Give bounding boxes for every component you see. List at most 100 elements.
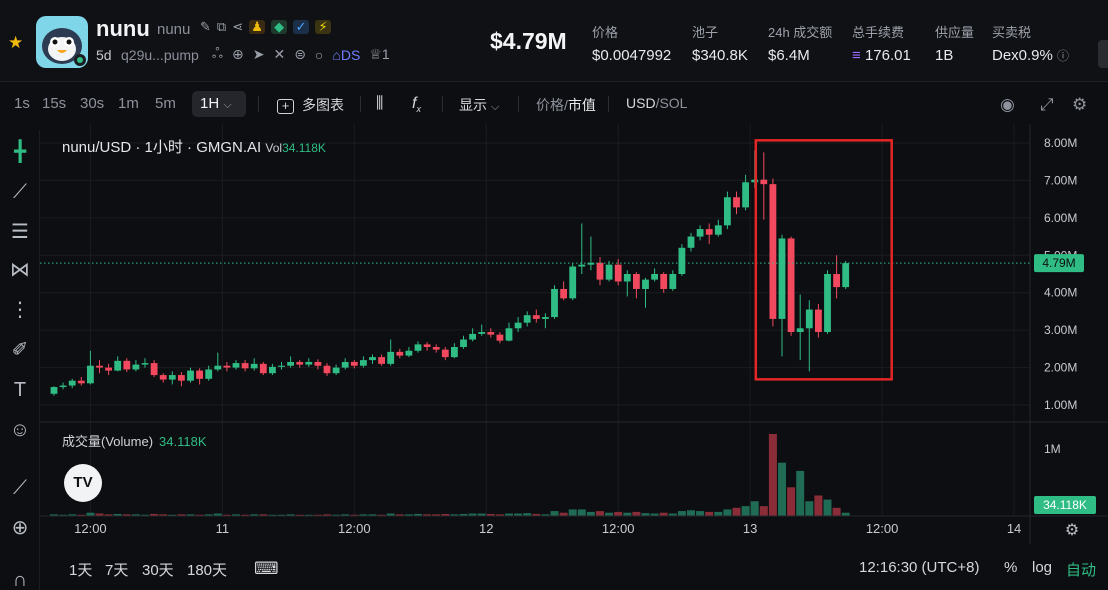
copy-icon[interactable]: ⧉ bbox=[216, 19, 227, 34]
timeframe-1h-dropdown[interactable]: 1H ⌵ bbox=[200, 95, 232, 112]
globe-icon[interactable]: ⊕ bbox=[231, 46, 244, 62]
sol-label: SOL bbox=[659, 95, 688, 111]
candle-body bbox=[278, 365, 285, 367]
legend-title: nunu/USD · 1小时 · GMGN.AI bbox=[62, 139, 262, 156]
timeframe-1s[interactable]: 1s bbox=[14, 95, 30, 112]
range-30d[interactable]: 30天 bbox=[142, 562, 174, 579]
share-icon[interactable]: ⋖ bbox=[232, 19, 244, 34]
legend-vol-label: Vol bbox=[265, 141, 283, 155]
solana-icon: ≡ bbox=[852, 47, 861, 64]
dexscreener-link[interactable]: ⌂DS bbox=[332, 46, 361, 63]
volume-bar bbox=[350, 514, 359, 516]
volume-bar bbox=[250, 514, 259, 516]
volume-bar bbox=[241, 514, 250, 516]
range-1d[interactable]: 1天 bbox=[69, 562, 93, 579]
candle-body bbox=[323, 365, 331, 374]
contract-address[interactable]: q29u...pump bbox=[121, 47, 199, 63]
candle-body bbox=[705, 229, 713, 235]
emoji-icon[interactable]: ☺ bbox=[9, 419, 31, 441]
candle-body bbox=[114, 360, 122, 371]
chart-legend: nunu/USD · 1小时 · GMGN.AI Vol34.118K bbox=[62, 136, 326, 157]
brush-icon[interactable]: ✐ bbox=[11, 339, 29, 361]
timeframe-15s[interactable]: 15s bbox=[42, 95, 67, 112]
log-toggle[interactable]: log bbox=[1032, 559, 1053, 576]
x-tick-label: 12 bbox=[479, 521, 493, 536]
clock-time[interactable]: 12:16:30 (UTC+8) bbox=[859, 559, 980, 576]
token-header: ★ nunu nunu ✎ ⧉ ⋖ ♟ ◆ ✓ ⚡ 5d q29u...pump… bbox=[0, 0, 1108, 82]
volume-bar bbox=[696, 511, 705, 516]
holders-icon[interactable]: ஃ bbox=[212, 45, 223, 61]
timeframe-30s[interactable]: 30s bbox=[80, 95, 105, 112]
indicator-icon[interactable]: ⫼ bbox=[376, 95, 384, 112]
range-180d[interactable]: 180天 bbox=[187, 562, 228, 579]
favorite-star-icon[interactable]: ★ bbox=[8, 33, 24, 52]
multi-chart-button[interactable]: + 多图表 bbox=[277, 95, 344, 115]
volume-bar bbox=[277, 514, 286, 516]
gas-icon[interactable]: ⊜ bbox=[294, 46, 306, 62]
x-tick-label: 13 bbox=[743, 521, 757, 536]
volume-bar bbox=[523, 513, 532, 516]
candle-body bbox=[87, 365, 94, 384]
timeframe-5m[interactable]: 5m bbox=[155, 95, 176, 112]
price-toggle-label: 价格 bbox=[536, 97, 564, 113]
goto-date-icon[interactable]: ⌨ bbox=[254, 559, 279, 578]
y-tick-label: 4.00M bbox=[1044, 286, 1077, 300]
telegram-icon[interactable]: ➤ bbox=[252, 46, 265, 62]
search-icon[interactable]: ○ bbox=[314, 46, 324, 63]
volume-bar bbox=[687, 510, 695, 516]
info-icon[interactable]: ⓘ bbox=[1057, 49, 1070, 63]
candle-body bbox=[369, 357, 376, 361]
camera-icon[interactable]: ◉ bbox=[1000, 95, 1015, 114]
token-avatar bbox=[36, 16, 88, 68]
price-toggle[interactable]: 价格/市值 bbox=[536, 95, 596, 115]
pattern-icon[interactable]: ⋈ bbox=[10, 259, 30, 281]
edit-icon[interactable]: ✎ bbox=[200, 19, 211, 34]
fx-icon[interactable]: fx bbox=[412, 95, 421, 115]
volume-bar bbox=[659, 512, 668, 516]
trendline-icon[interactable]: ⟋ bbox=[13, 181, 27, 203]
divider bbox=[360, 96, 361, 112]
price-chart[interactable]: 12:00 11 12:00 12 12:00 13 12:00 14 8.00M 7.00M 6.… bbox=[40, 124, 1108, 550]
timeframe-1m[interactable]: 1m bbox=[118, 95, 139, 112]
fib-icon[interactable]: ☰ bbox=[11, 221, 29, 243]
magnet-icon[interactable]: ∩ bbox=[12, 569, 28, 590]
candle-body bbox=[487, 332, 495, 335]
candle-body bbox=[678, 247, 686, 274]
stat-total-fees: 总手续费 ≡ 176.01 bbox=[852, 22, 911, 64]
candle-body bbox=[105, 367, 112, 371]
volume-bar bbox=[432, 514, 441, 516]
text-icon[interactable]: T bbox=[13, 379, 27, 401]
volume-bar bbox=[168, 514, 177, 516]
crosshair-icon[interactable]: ╋ bbox=[13, 141, 27, 163]
stat-tax: 买卖税 Dex0.9% ⓘ bbox=[992, 22, 1069, 64]
volume-bar bbox=[787, 487, 796, 516]
x-twitter-icon[interactable]: ✕ bbox=[273, 46, 286, 62]
ruler-icon[interactable]: ⟋ bbox=[13, 477, 27, 499]
measure-lines-icon[interactable]: ⋮ bbox=[10, 299, 30, 321]
volume-bar bbox=[50, 514, 58, 516]
display-dropdown[interactable]: 显示 ⌵ bbox=[459, 95, 499, 115]
candle-body bbox=[614, 264, 622, 282]
stat-24h-volume: 24h 成交额 $6.4M bbox=[768, 22, 832, 64]
currency-toggle[interactable]: USD/SOL bbox=[626, 95, 687, 111]
tradingview-logo[interactable]: TV bbox=[64, 464, 102, 502]
candle-body bbox=[787, 238, 795, 333]
chart-overlay: 4.79M 34.118K ⚙ bbox=[40, 139, 1096, 539]
settings-icon[interactable]: ⚙ bbox=[1072, 95, 1088, 114]
stat-label: 总手续费 bbox=[852, 25, 905, 40]
stat-value-text: Dex0.9% bbox=[992, 47, 1053, 64]
candle-body bbox=[241, 363, 249, 369]
slash: / bbox=[564, 97, 568, 113]
auto-scale-toggle[interactable]: 自动 bbox=[1066, 562, 1097, 579]
percent-toggle[interactable]: % bbox=[1004, 559, 1018, 576]
candle-body bbox=[196, 370, 203, 379]
candle-body bbox=[396, 351, 404, 356]
zoom-icon[interactable]: ⊕ bbox=[11, 517, 29, 539]
current-value-label: 4.79M bbox=[1042, 256, 1075, 270]
crown-icon: ♕1 bbox=[369, 46, 390, 62]
volume-bar bbox=[313, 514, 322, 516]
volume-bar bbox=[596, 511, 604, 516]
volume-bar bbox=[150, 513, 159, 516]
range-7d[interactable]: 7天 bbox=[105, 562, 129, 579]
fullscreen-icon[interactable]: ⤢ bbox=[1040, 95, 1054, 114]
